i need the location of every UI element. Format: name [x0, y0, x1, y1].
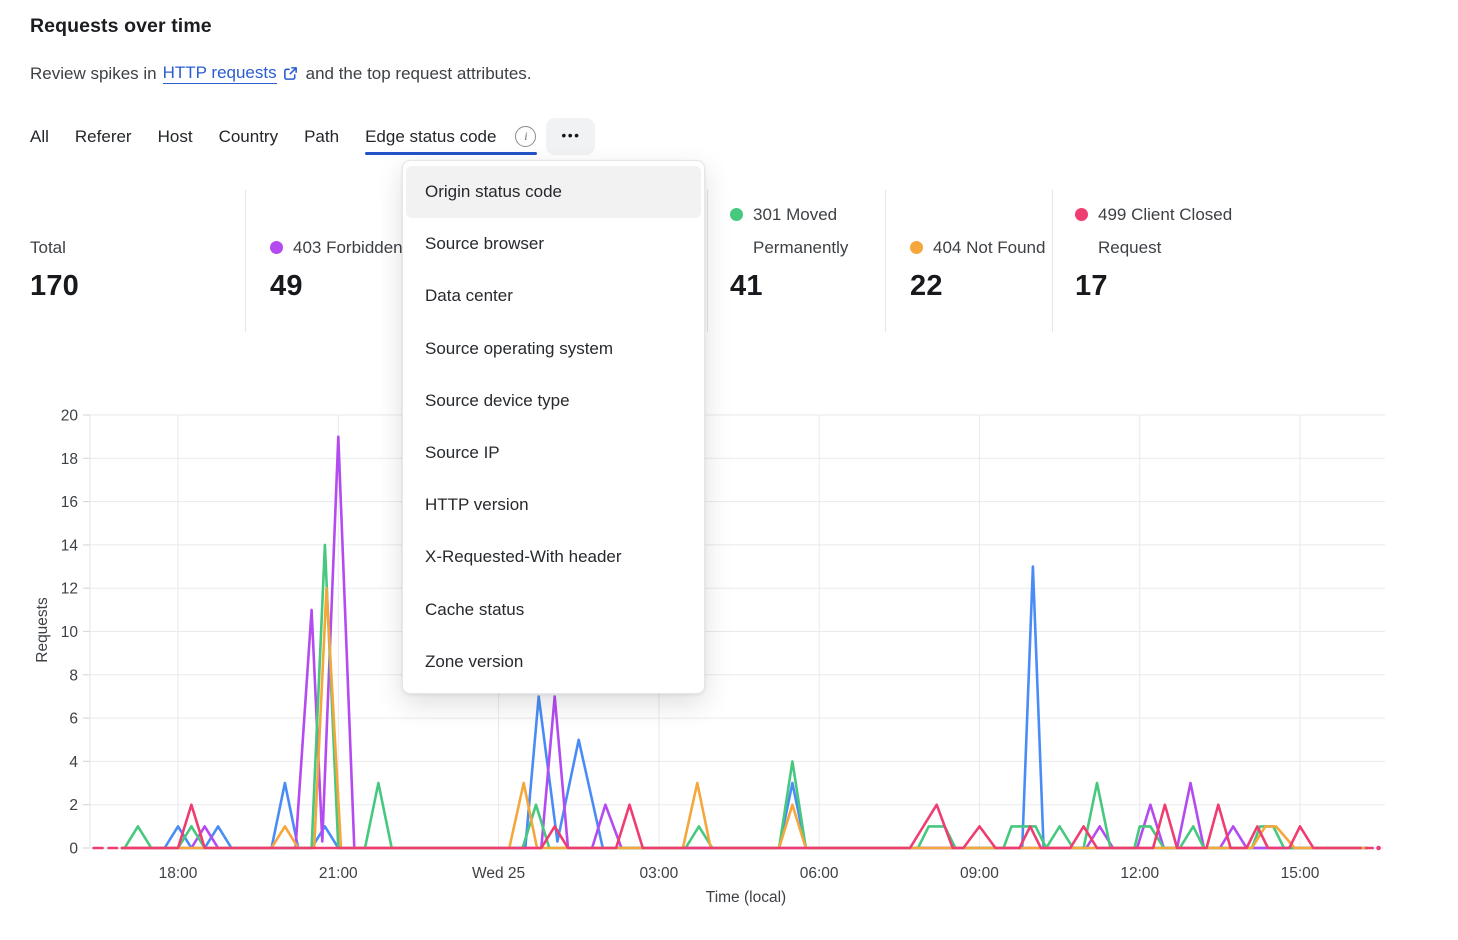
- tab-country[interactable]: Country: [218, 126, 279, 146]
- page-title: Requests over time: [30, 15, 212, 37]
- stat-divider: [1052, 190, 1053, 332]
- legend-dot-404: [910, 241, 923, 254]
- stat-label: 499 Client Closed Request: [1098, 205, 1233, 257]
- menu-item-zone-version[interactable]: Zone version: [425, 651, 524, 671]
- menu-item-source-browser[interactable]: Source browser: [425, 234, 545, 254]
- http-requests-link[interactable]: HTTP requests: [162, 63, 277, 84]
- stat-value: 22: [910, 270, 943, 302]
- menu-item-data-center[interactable]: Data center: [425, 286, 513, 306]
- stat-value: 41: [730, 270, 763, 302]
- subtitle-prefix: Review spikes in: [30, 63, 157, 83]
- tab-edge-status-code[interactable]: Edge status code: [365, 118, 538, 155]
- stat-value: 49: [270, 270, 303, 302]
- external-link-icon: [283, 66, 298, 81]
- subtitle: Review spikes in HTTP requests and the t…: [30, 63, 532, 84]
- svg-text:03:00: 03:00: [639, 865, 678, 882]
- menu-item-cache-status[interactable]: Cache status: [425, 599, 525, 619]
- subtitle-suffix: and the top request attributes.: [305, 63, 532, 83]
- legend-dot-301: [730, 208, 743, 221]
- svg-text:10: 10: [61, 624, 79, 641]
- stat-value: 170: [30, 270, 79, 302]
- svg-text:12:00: 12:00: [1120, 865, 1159, 882]
- stat-label: 301 Moved Permanently: [753, 205, 849, 257]
- y-axis-title: Requests: [34, 597, 51, 663]
- tab-referer[interactable]: Referer: [74, 126, 132, 146]
- svg-text:Wed 25: Wed 25: [472, 865, 525, 882]
- stat-divider: [885, 190, 886, 332]
- legend-dot-499: [1075, 208, 1088, 221]
- svg-text:15:00: 15:00: [1281, 865, 1320, 882]
- tab-path[interactable]: Path: [304, 126, 340, 146]
- svg-text:2: 2: [69, 797, 78, 814]
- menu-item-http-version[interactable]: HTTP version: [425, 495, 529, 515]
- svg-text:14: 14: [61, 537, 79, 554]
- stat-label: 403 Forbidden: [293, 238, 403, 257]
- svg-text:09:00: 09:00: [960, 865, 999, 882]
- svg-text:8: 8: [69, 667, 78, 684]
- legend-dot-403: [270, 241, 283, 254]
- stat-divider: [245, 190, 246, 332]
- stat-value: 17: [1075, 270, 1108, 302]
- stat-divider: [707, 190, 708, 332]
- menu-item-source-operating-system[interactable]: Source operating system: [425, 338, 614, 358]
- svg-text:18: 18: [61, 451, 78, 468]
- svg-text:16: 16: [61, 494, 78, 511]
- ellipsis-icon: •••: [561, 127, 581, 143]
- svg-text:18:00: 18:00: [159, 865, 198, 882]
- svg-text:6: 6: [69, 711, 78, 728]
- svg-text:0: 0: [69, 841, 78, 858]
- svg-text:21:00: 21:00: [319, 865, 358, 882]
- tab-host[interactable]: Host: [157, 126, 193, 146]
- more-attributes-button[interactable]: •••: [546, 118, 596, 155]
- svg-text:4: 4: [69, 754, 78, 771]
- attribute-menu: Origin status code Source browser Data c…: [402, 160, 705, 694]
- svg-text:12: 12: [61, 581, 78, 598]
- stat-label: 404 Not Found: [933, 238, 1046, 257]
- info-icon[interactable]: i: [515, 126, 537, 147]
- menu-item-source-ip[interactable]: Source IP: [425, 443, 500, 463]
- x-axis-title: Time (local): [705, 889, 787, 906]
- menu-item-x-requested-with-header[interactable]: X-Requested-With header: [425, 547, 622, 567]
- menu-item-origin-status-code[interactable]: Origin status code: [406, 166, 701, 219]
- menu-item-source-device-type[interactable]: Source device type: [425, 390, 570, 410]
- tab-all[interactable]: All: [30, 126, 49, 146]
- svg-text:06:00: 06:00: [800, 865, 839, 882]
- attribute-tabs: All Referer Host Country Path Edge statu…: [30, 118, 596, 155]
- svg-text:20: 20: [61, 408, 79, 425]
- stat-label: Total: [30, 238, 66, 257]
- active-tab-underline: [365, 151, 538, 155]
